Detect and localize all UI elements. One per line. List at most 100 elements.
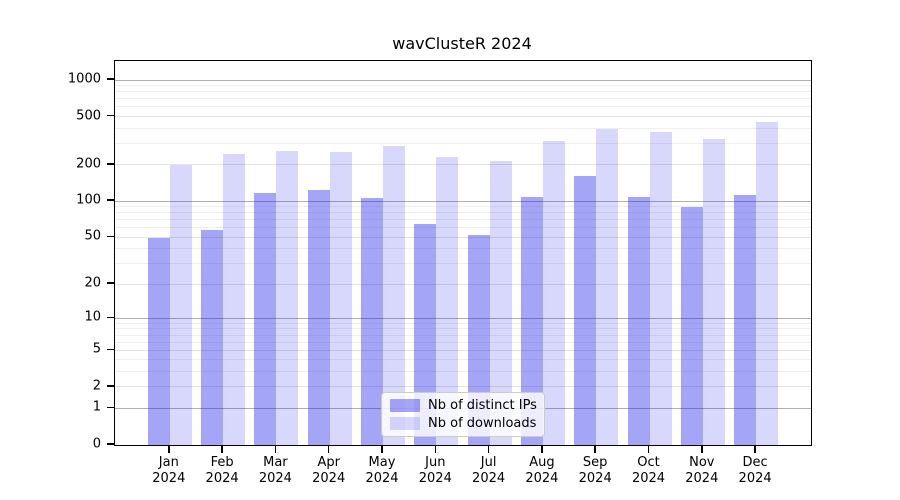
- gridline-minor: [115, 248, 811, 250]
- bar-nb-of-downloads-apr: [329, 152, 352, 445]
- y-axis: 0 1 2 5 10 20 50 100 200 500 1000: [0, 60, 114, 452]
- x-tick-jan: [168, 445, 170, 453]
- gridline-minor: [115, 106, 811, 108]
- gridline-minor: [115, 322, 811, 324]
- bar-nb-of-distinct-ips-mar: [254, 192, 277, 445]
- legend-label-downloads: Nb of downloads: [428, 416, 537, 431]
- y-tick-0: [107, 443, 114, 445]
- y-tick-5: [107, 348, 114, 351]
- y-tick-200: [107, 163, 114, 165]
- gridline-minor: [115, 263, 811, 265]
- bar-nb-of-downloads-mar: [276, 151, 299, 445]
- y-tick-label-20: 20: [84, 275, 101, 291]
- gridline-minor: [115, 359, 811, 361]
- gridline-minor: [115, 371, 811, 373]
- bar-nb-of-downloads-feb: [223, 153, 246, 445]
- bar-nb-of-downloads-oct: [649, 131, 672, 445]
- x-tick-label-may: May 2024: [365, 454, 399, 486]
- y-tick-label-200: 200: [76, 156, 101, 172]
- legend-item-downloads: Nb of downloads: [390, 416, 536, 431]
- gridline-2: [115, 386, 811, 388]
- gridline-minor: [115, 219, 811, 221]
- gridline-minor: [115, 328, 811, 330]
- y-tick-50: [107, 235, 114, 238]
- x-tick-sep: [594, 445, 596, 453]
- x-tick-jun: [434, 445, 437, 453]
- x-tick-aug: [541, 445, 543, 453]
- gridline-100: [115, 200, 811, 202]
- x-tick-dec: [754, 445, 756, 453]
- x-tick-mar: [274, 445, 277, 453]
- bar-nb-of-downloads-jul: [489, 160, 512, 445]
- gridline-1000: [115, 79, 811, 81]
- y-tick-label-1: 1: [92, 399, 101, 415]
- bar-nb-of-distinct-ips-jun: [414, 223, 437, 445]
- gridline-500: [115, 116, 811, 118]
- x-tick-label-dec: Dec 2024: [738, 454, 772, 486]
- x-tick-feb: [221, 445, 223, 453]
- bar-nb-of-downloads-sep: [596, 128, 619, 445]
- x-tick-label-feb: Feb 2024: [205, 454, 239, 486]
- bar-nb-of-distinct-ips-nov: [680, 206, 703, 445]
- legend-item-distinct-ips: Nb of distinct IPs: [390, 398, 537, 413]
- gridline-minor: [115, 334, 811, 336]
- y-tick-label-50: 50: [84, 228, 101, 244]
- y-tick-500: [107, 114, 114, 117]
- x-tick-label-nov: Nov 2024: [685, 454, 719, 486]
- y-tick-label-5: 5: [92, 341, 101, 357]
- y-tick-20: [107, 282, 114, 284]
- gridline-minor: [115, 212, 811, 214]
- x-tick-oct: [647, 445, 650, 453]
- bar-nb-of-downloads-jan: [169, 164, 192, 445]
- x-axis: Jan 2024 Feb 2024 Mar 2024 Apr 2024 May 2024…: [114, 445, 810, 500]
- legend-swatch-downloads: [390, 417, 420, 430]
- x-tick-apr: [327, 445, 330, 453]
- chart-title: wavClusteR 2024: [392, 34, 532, 53]
- gridline-5: [115, 349, 811, 351]
- bar-nb-of-distinct-ips-dec: [734, 194, 757, 445]
- y-tick-1: [107, 406, 114, 409]
- gridline-minor: [115, 91, 811, 93]
- y-tick-10: [107, 316, 114, 319]
- y-tick-label-500: 500: [76, 108, 101, 124]
- x-tick-label-jun: Jun 2024: [418, 454, 452, 486]
- y-tick-label-100: 100: [76, 192, 101, 208]
- bar-nb-of-distinct-ips-may: [361, 197, 383, 445]
- bar-nb-of-distinct-ips-aug: [520, 197, 543, 445]
- x-tick-label-jan: Jan 2024: [152, 454, 186, 486]
- y-tick-label-2: 2: [92, 378, 101, 394]
- x-tick-label-jul: Jul 2024: [472, 454, 506, 486]
- gridline-minor: [115, 143, 811, 144]
- bar-nb-of-distinct-ips-sep: [574, 176, 597, 445]
- bar-nb-of-distinct-ips-apr: [307, 189, 330, 445]
- x-tick-label-oct: Oct 2024: [631, 454, 666, 486]
- x-tick-nov: [701, 445, 703, 453]
- gridline-minor: [115, 341, 811, 343]
- gridline-minor: [115, 127, 811, 129]
- bar-nb-of-distinct-ips-feb: [201, 229, 224, 445]
- y-tick-100: [107, 199, 114, 201]
- x-tick-may: [381, 445, 383, 453]
- gridline-minor: [115, 206, 811, 208]
- y-tick-1000: [107, 78, 114, 80]
- y-tick-label-0: 0: [92, 436, 101, 452]
- bar-nb-of-downloads-nov: [702, 138, 725, 445]
- gridline-minor: [115, 98, 811, 100]
- y-tick-label-1000: 1000: [67, 71, 101, 87]
- bar-nb-of-downloads-jun: [436, 156, 459, 445]
- x-tick-label-sep: Sep 2024: [578, 454, 612, 486]
- bar-nb-of-distinct-ips-oct: [627, 196, 650, 445]
- gridline-20: [115, 283, 811, 285]
- y-tick-label-10: 10: [84, 309, 101, 325]
- bar-nb-of-downloads-aug: [542, 140, 565, 445]
- bar-nb-of-distinct-ips-jan: [147, 238, 170, 445]
- legend-label-distinct-ips: Nb of distinct IPs: [428, 398, 537, 413]
- x-tick-label-aug: Aug 2024: [525, 454, 559, 486]
- bar-nb-of-downloads-dec: [756, 121, 779, 445]
- plot-area: Nb of distinct IPs Nb of downloads: [114, 60, 812, 446]
- gridline-10: [115, 317, 811, 319]
- gridline-minor: [115, 85, 811, 87]
- bar-nb-of-downloads-may: [383, 145, 405, 445]
- gridline-200: [115, 164, 811, 166]
